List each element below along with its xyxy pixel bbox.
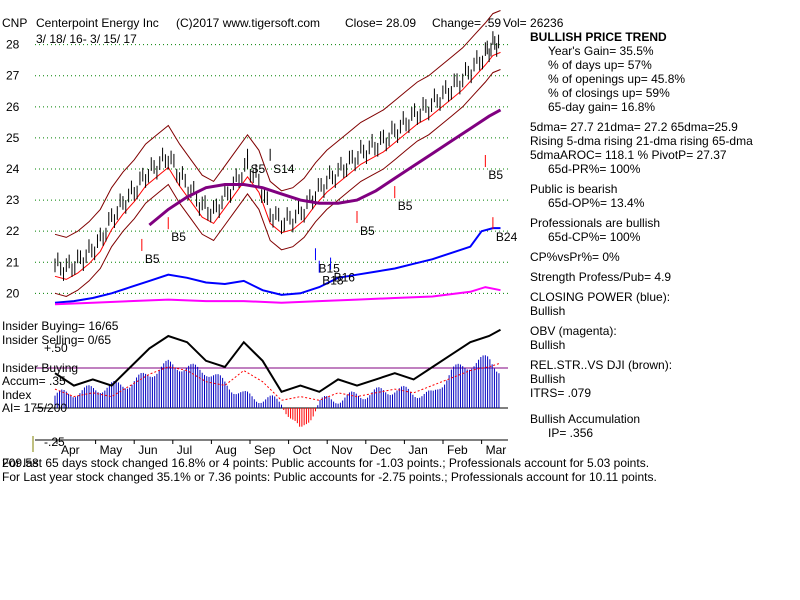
panel-line: % of days up= 57% — [548, 58, 652, 72]
obv-line — [54, 286, 501, 306]
indicator-label: +.50 — [44, 341, 68, 355]
signal-label: S5 — [251, 162, 266, 176]
y-tick-label: 20 — [6, 286, 20, 300]
ticker-symbol: CNP — [2, 16, 28, 30]
panel-line: % of openings up= 45.8% — [548, 72, 686, 86]
panel-line: Bullish — [530, 338, 566, 352]
indicator-label: -.25 — [44, 435, 65, 449]
summary-line: For Last year stock changed 35.1% or 7.3… — [2, 470, 657, 484]
signal-label: B5 — [398, 199, 413, 213]
summary-line: For last 65 days stock changed 16.8% or … — [2, 456, 650, 470]
signal-label: B5 — [360, 224, 375, 238]
signal-label: B16 — [334, 271, 356, 285]
signal-label: B5 — [145, 252, 160, 266]
panel-line: Bullish — [530, 372, 566, 386]
indicator-label: Insider Buying= 16/65 — [2, 319, 119, 333]
x-tick-label: Sep — [254, 443, 276, 457]
panel-line: Bullish Accumulation — [530, 412, 641, 426]
x-tick-label: Mar — [486, 443, 507, 457]
x-tick-label: Oct — [293, 443, 312, 457]
overlap-number: 209.58 — [2, 456, 39, 470]
panel-line: Bullish — [530, 304, 566, 318]
x-tick-label: Feb — [447, 443, 468, 457]
panel-line: % of closings up= 59% — [548, 86, 670, 100]
y-tick-label: 28 — [6, 38, 20, 52]
closing-power-line — [54, 227, 501, 304]
lower-band-line — [54, 69, 501, 298]
panel-line: OBV (magenta): — [530, 324, 617, 338]
y-tick-label: 22 — [6, 224, 20, 238]
upper-band-line — [54, 10, 501, 238]
panel-line: Rising 5-dma rising 21-dma rising 65-dma — [530, 134, 753, 148]
y-tick-label: 23 — [6, 193, 20, 207]
volume: Vol= 26236 — [503, 16, 564, 30]
x-tick-label: Dec — [370, 443, 391, 457]
x-tick-label: Nov — [331, 443, 352, 457]
panel-line: BULLISH PRICE TREND — [530, 30, 667, 44]
panel-line: REL.STR..VS DJI (brown): — [530, 358, 673, 372]
signal-label: B24 — [496, 230, 518, 244]
indicator-label: Index — [2, 388, 31, 402]
close-price: Close= 28.09 — [345, 16, 417, 30]
y-tick-label: 24 — [6, 162, 20, 176]
x-tick-label: Apr — [61, 443, 80, 457]
panel-line: CLOSING POWER (blue): — [530, 290, 671, 304]
trend-panel: BULLISH PRICE TREND Year's Gain= 35.5%% o… — [530, 30, 800, 440]
signal-label: B15 — [318, 261, 340, 275]
panel-line: ITRS= .079 — [530, 386, 592, 400]
panel-line: 65d-PR%= 100% — [548, 162, 641, 176]
panel-line: 65d-CP%= 100% — [548, 230, 641, 244]
company-name: Centerpoint Energy Inc — [36, 16, 159, 30]
indicator-label: Insider Selling= 0/65 — [2, 333, 111, 347]
panel-line: 65-day gain= 16.8% — [548, 100, 656, 114]
indicator-label: Insider Buying — [2, 361, 78, 375]
signal-label: S14 — [273, 162, 295, 176]
panel-line: 5dmaAROC= 118.1 % PivotP= 27.37 — [530, 148, 727, 162]
panel-line: CP%vsPr%= 0% — [530, 250, 620, 264]
indicator-label: AI= 175/200 — [2, 401, 67, 415]
y-tick-label: 25 — [6, 131, 20, 145]
panel-line: Year's Gain= 35.5% — [548, 44, 654, 58]
summary-lines: For last 65 days stock changed 16.8% or … — [2, 456, 657, 484]
x-tick-label: May — [100, 443, 123, 457]
rel-strength-ma-line — [54, 362, 501, 401]
x-tick-label: Jan — [408, 443, 427, 457]
signal-label: B5 — [171, 230, 186, 244]
indicator-label: Accum= .35 — [2, 374, 66, 388]
copyright: (C)2017 www.tigersoft.com — [176, 16, 321, 30]
date-range: 3/ 18/ 16- 3/ 15/ 17 — [36, 32, 137, 46]
y-tick-label: 21 — [6, 255, 20, 269]
x-tick-label: Jun — [138, 443, 157, 457]
rel-strength-line — [54, 328, 501, 393]
y-tick-label: 27 — [6, 69, 20, 83]
panel-line: Professionals are bullish — [530, 216, 661, 230]
panel-line: IP= .356 — [548, 426, 594, 440]
panel-line: Strength Profess/Pub= 4.9 — [530, 270, 672, 284]
panel-line: Public is bearish — [530, 182, 618, 196]
signal-label: B5 — [488, 168, 503, 182]
price-chart: 20 21 22 23 24 25 26 27 28 Apr May Jun Jul Aug Sep Oct… — [2, 10, 518, 457]
panel-line: 5dma= 27.7 21dma= 27.2 65dma=25.9 — [530, 120, 738, 134]
x-tick-label: Jul — [177, 443, 192, 457]
panel-line: 65d-OP%= 13.4% — [548, 196, 645, 210]
y-tick-label: 26 — [6, 100, 20, 114]
price-change: Change= .59 — [432, 16, 502, 30]
signal-label: B18 — [322, 274, 344, 288]
x-tick-label: Aug — [215, 443, 236, 457]
ma65-line — [148, 108, 502, 227]
